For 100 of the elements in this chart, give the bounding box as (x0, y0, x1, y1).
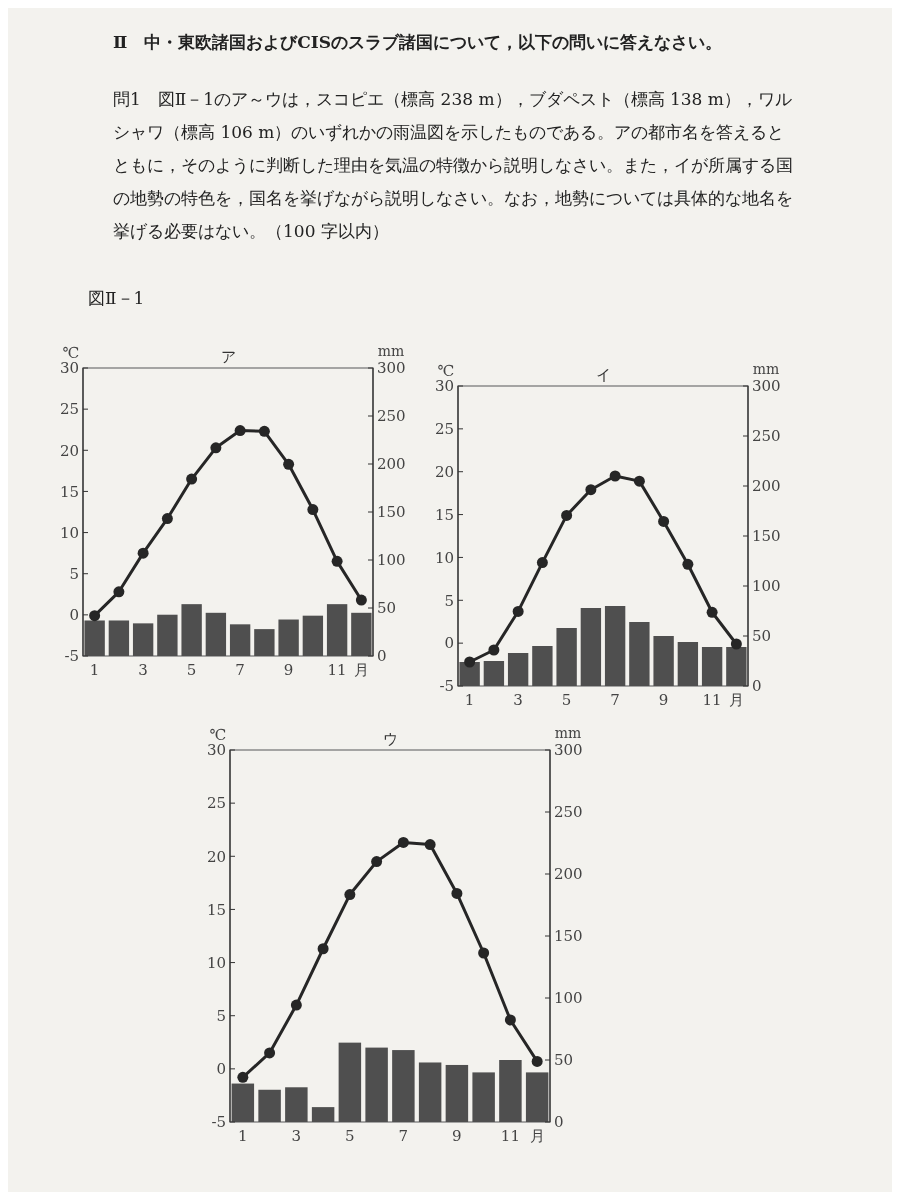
y2-tick-label: 50 (752, 627, 772, 646)
chart-title: イ (595, 366, 611, 384)
bar (157, 614, 178, 656)
bar (205, 612, 227, 656)
bar (108, 620, 130, 656)
y2-tick-label: 300 (377, 359, 406, 378)
bar (629, 622, 650, 686)
point (113, 586, 125, 598)
y2-tick-label: 200 (554, 865, 583, 884)
point (504, 1014, 516, 1026)
y-tick-label: 20 (59, 441, 79, 460)
point (161, 513, 173, 525)
y-tick-label: -5 (64, 647, 79, 666)
x-tick-label: 9 (452, 1127, 462, 1145)
bar (483, 661, 505, 686)
x-tick-label: 月 (353, 661, 369, 679)
x-tick-label: 11 (500, 1127, 520, 1145)
bar (472, 1072, 495, 1122)
point (331, 555, 343, 567)
y-tick-label: 5 (69, 564, 79, 583)
y-tick-label: 30 (206, 741, 226, 760)
x-tick-label: 11 (702, 691, 722, 709)
y2-tick-label: 0 (554, 1113, 564, 1132)
y-tick-label: 10 (59, 523, 79, 542)
x-tick-label: 1 (89, 661, 100, 679)
bar (254, 629, 275, 656)
point (464, 656, 476, 668)
point (258, 425, 270, 437)
point (706, 606, 718, 618)
point (682, 558, 694, 570)
bar (525, 1072, 549, 1122)
x-tick-label: 9 (658, 691, 669, 709)
bar (278, 619, 299, 656)
x-tick-label: 3 (513, 691, 523, 709)
y-tick-label: -5 (211, 1113, 226, 1132)
bar (701, 647, 723, 686)
bar (418, 1062, 442, 1122)
point (237, 1071, 249, 1083)
x-tick-label: 1 (238, 1127, 248, 1145)
x-tick-label: 月 (728, 691, 744, 709)
point (561, 509, 573, 521)
y2-tick-label: 50 (554, 1051, 574, 1070)
bar (580, 608, 602, 686)
y-tick-label: 5 (216, 1006, 226, 1025)
bar (302, 615, 324, 656)
y2-tick-label: 150 (377, 503, 406, 522)
bar (499, 1060, 522, 1122)
x-tick-label: 9 (283, 661, 294, 679)
bar (653, 636, 674, 686)
y-tick-label: 25 (434, 420, 454, 439)
bar (258, 1089, 281, 1122)
bar (532, 646, 553, 686)
y2-tick-label: 0 (377, 647, 387, 666)
y2-tick-label: 250 (752, 427, 781, 446)
y2-tick-label: 100 (752, 577, 781, 596)
y2-tick-label: 150 (752, 527, 781, 546)
y-tick-label: 25 (206, 794, 226, 813)
point (186, 473, 198, 485)
y2-tick-label: 100 (554, 989, 583, 1008)
x-tick-label: 5 (561, 691, 572, 709)
point (451, 887, 463, 899)
x-tick-label: 7 (610, 691, 620, 709)
y-tick-label: 10 (206, 953, 226, 972)
bar (445, 1064, 469, 1122)
y-tick-label: 15 (206, 900, 226, 919)
point (307, 504, 319, 516)
point (658, 515, 670, 527)
y2-axis-title: mm (554, 725, 582, 741)
bar (285, 1087, 308, 1122)
point (585, 484, 597, 496)
point (609, 470, 621, 482)
point (264, 1047, 276, 1059)
bar (726, 647, 747, 686)
point (633, 475, 645, 487)
bar (229, 624, 251, 656)
point (488, 644, 500, 656)
y-axis-title: ℃ (62, 344, 80, 362)
y-tick-label: 0 (444, 634, 454, 653)
y2-tick-label: 250 (377, 407, 406, 426)
y-tick-label: 10 (434, 548, 454, 567)
bar (392, 1050, 415, 1122)
point (344, 889, 356, 901)
x-tick-label: 7 (398, 1127, 409, 1145)
y-tick-label: 5 (444, 591, 454, 610)
y2-tick-label: 150 (554, 927, 583, 946)
bar (351, 612, 372, 656)
bar (459, 662, 480, 686)
text: Ⅱ 中・東欧諸国およびCISのスラブ諸国について，以下の問いに答えなさい。 (113, 32, 723, 52)
bar (132, 623, 154, 656)
x-tick-label: 5 (345, 1127, 355, 1145)
x-tick-label: 月 (529, 1127, 545, 1145)
point (424, 839, 436, 851)
point (210, 442, 222, 454)
bar (311, 1107, 335, 1122)
y-axis-title: ℃ (209, 726, 227, 744)
point (531, 1055, 543, 1067)
y2-axis-title: mm (752, 361, 780, 377)
bar (556, 628, 577, 686)
point (290, 999, 302, 1011)
text: 問1 図Ⅱ－1のア～ウは，スコピエ（標高 238 m），ブダペスト（標高 138 m），ワルシャワ（標高 106 m）のいずれかの雨温図を示したものである。アの都市名を答えるとともに，そのように判断した理由を気温の特徴から説明しなさい。また，イが所属する国の地勢の特色を，国名を挙げながら説明しなさい。なお，地勢については具体的な地名を挙げる必要はない。（100 字以内） (113, 89, 793, 241)
